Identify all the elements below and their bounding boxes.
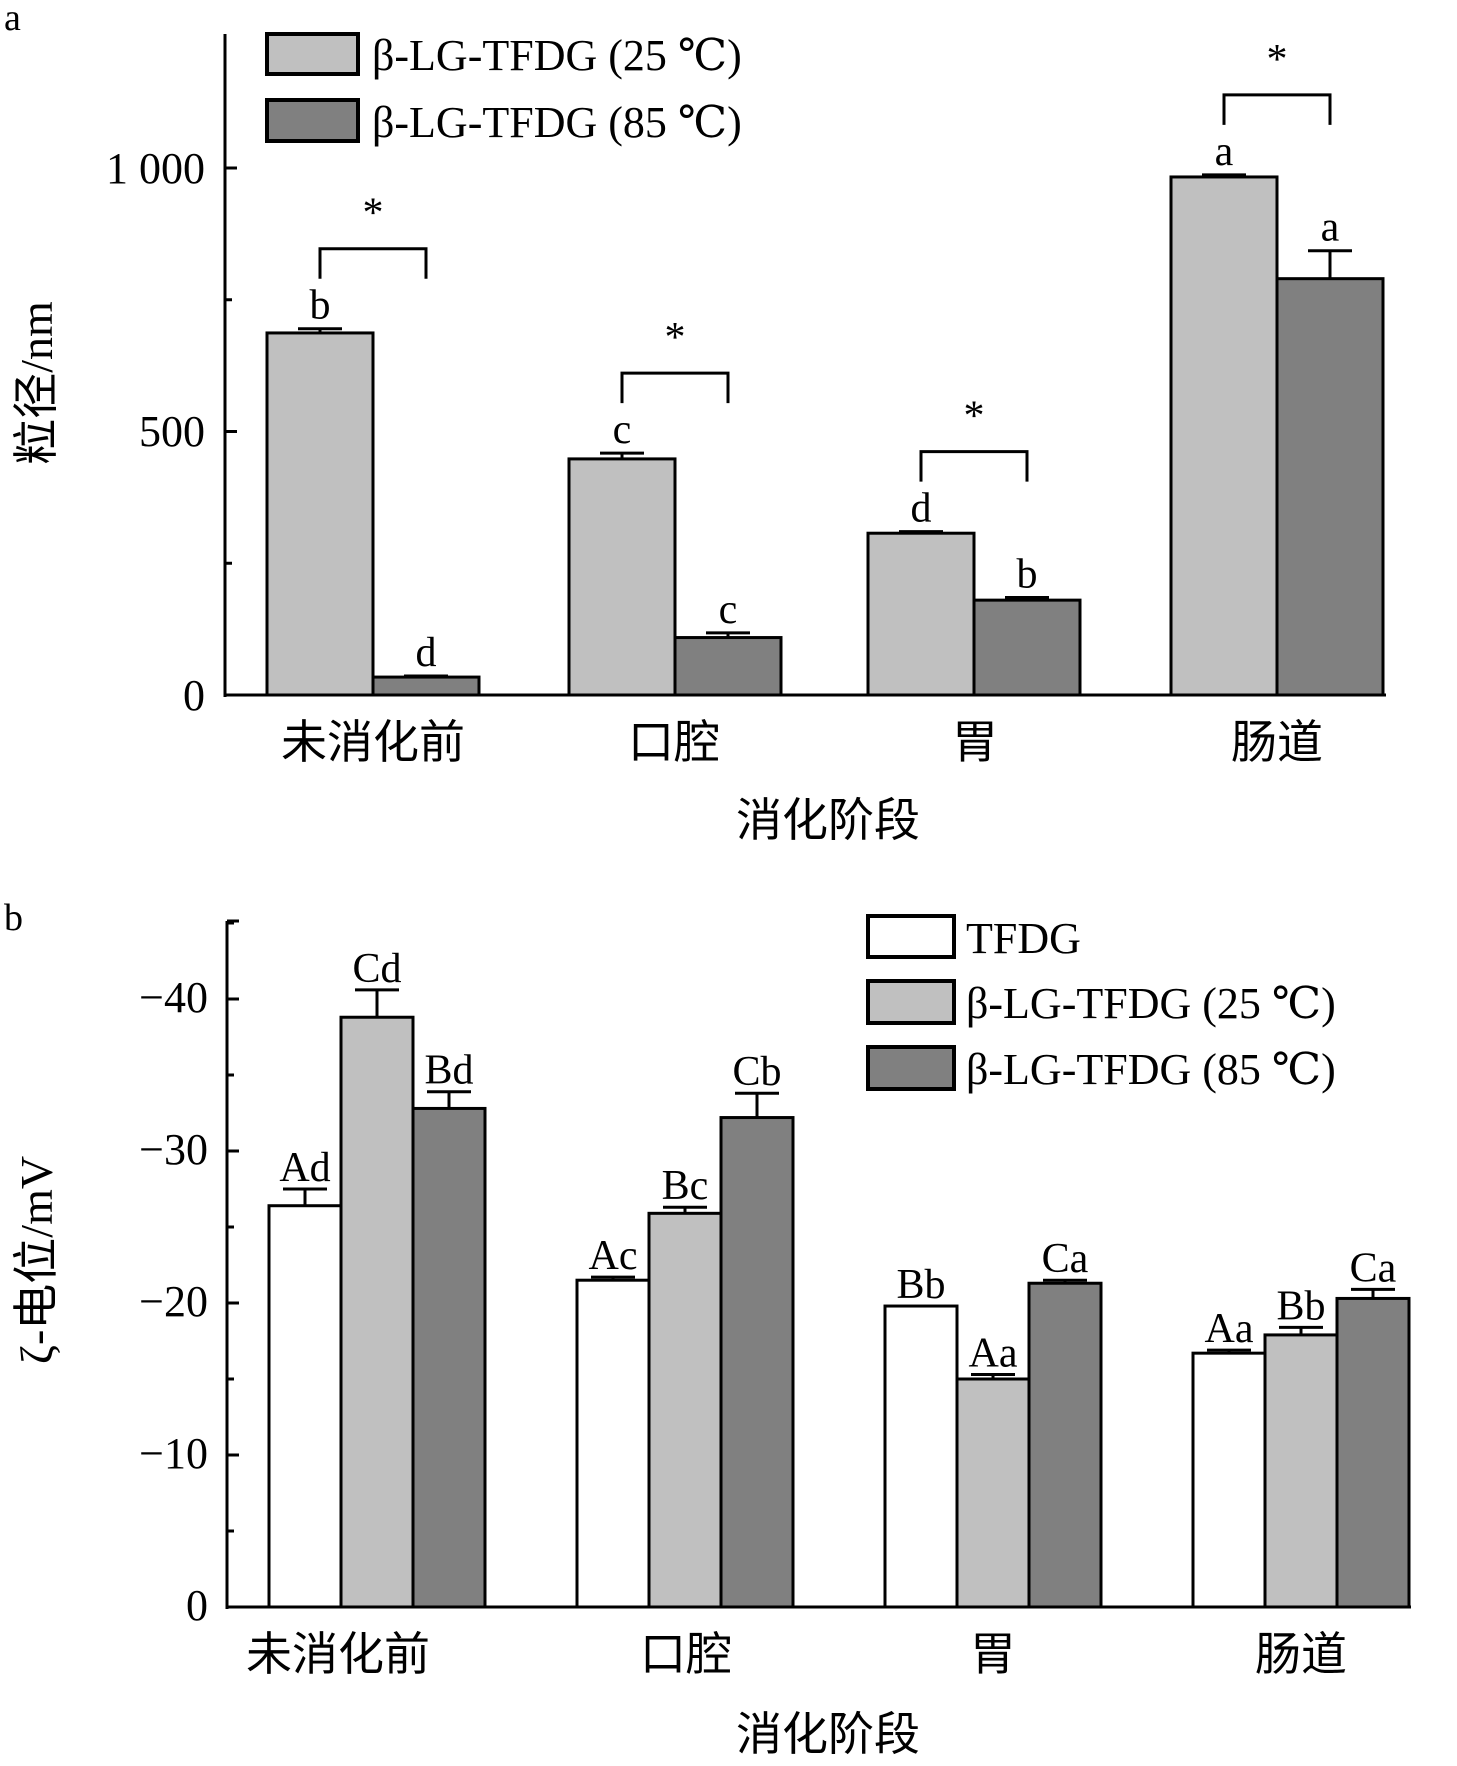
data-label-a: c (613, 407, 632, 453)
significance-star-a: * (1267, 37, 1288, 83)
bars-b: Ad Cd Bd Ac Bc Cb Bb Aa Ca Aa Bb Ca (267, 946, 1411, 1609)
significance-bracket-a (318, 247, 428, 279)
data-label-b: Ac (589, 1233, 638, 1279)
xticks-b: 未消化前 口腔 胃 肠道 (246, 1629, 1347, 1680)
ytick-b-20: −20 (139, 1277, 208, 1326)
bar-b (1335, 1296, 1411, 1609)
bar-a (866, 531, 976, 697)
bar-a (673, 636, 783, 697)
legend-b-swatch-tfdg (866, 914, 956, 959)
bar-a (1169, 175, 1279, 697)
bar-a (265, 331, 375, 697)
data-label-b: Bd (424, 1048, 473, 1094)
data-label-b: Ad (279, 1145, 330, 1191)
xlabel-a: 消化阶段 (736, 795, 920, 846)
bar-a (371, 675, 481, 697)
legend-a-label-25c: β-LG-TFDG (25 ℃) (372, 31, 742, 80)
xtick-b-2: 胃 (970, 1629, 1016, 1680)
significance-star-a: * (363, 191, 384, 237)
legend-a-label-85c: β-LG-TFDG (85 ℃) (372, 98, 742, 147)
data-label-a: d (416, 630, 437, 676)
bar-b (1263, 1333, 1339, 1609)
bar-b (575, 1278, 651, 1609)
data-label-b: Aa (969, 1330, 1018, 1376)
bar-a (972, 598, 1082, 697)
bar-b (1191, 1351, 1267, 1609)
legend-a-swatch-85c (265, 98, 360, 143)
ytick-b-30: −30 (139, 1125, 208, 1174)
panel-a: a β-LG-TFDG (25 ℃) β-LG-TFDG (85 ℃) b d * c… (4, 0, 1386, 846)
bar-a (1275, 277, 1385, 697)
bar-b (883, 1304, 959, 1609)
xticks-a: 未消化前 口腔 胃 肠道 (281, 717, 1323, 768)
xlabel-b: 消化阶段 (736, 1709, 920, 1760)
xtick-a-2: 胃 (952, 717, 998, 768)
data-label-a: d (911, 486, 932, 532)
significance-star-a: * (665, 315, 686, 361)
ytick-a-1000: 1 000 (106, 144, 205, 193)
bars-a: b d * c c * d b * a a * (265, 37, 1385, 697)
xtick-b-3: 肠道 (1255, 1629, 1347, 1680)
significance-star-a: * (964, 394, 985, 440)
xtick-b-1: 口腔 (640, 1629, 732, 1680)
bar-b (339, 1015, 415, 1609)
panel-b-label: b (4, 897, 23, 939)
data-label-b: Ca (1042, 1236, 1089, 1282)
yticks-a: 0 500 1 000 (106, 144, 205, 720)
ylabel-a: 粒径/nm (11, 301, 62, 465)
legend-a-swatch-25c (265, 32, 360, 76)
ytick-a-500: 500 (139, 407, 205, 456)
legend-a: β-LG-TFDG (25 ℃) β-LG-TFDG (85 ℃) (265, 31, 742, 147)
data-label-b: Cb (732, 1049, 781, 1095)
ytick-b-40: −40 (139, 973, 208, 1022)
bar-b (647, 1211, 723, 1609)
data-label-b: Bb (896, 1262, 945, 1308)
legend-b-label-85c: β-LG-TFDG (85 ℃) (966, 1045, 1336, 1094)
bar-b (267, 1204, 343, 1609)
legend-b-swatch-25c (866, 979, 956, 1025)
significance-bracket-a (1222, 93, 1332, 125)
data-label-b: Bc (662, 1163, 709, 1209)
data-label-a: b (1017, 552, 1038, 598)
bar-a (567, 457, 677, 697)
ytick-a-0: 0 (183, 671, 205, 720)
ytick-b-0: 0 (186, 1581, 208, 1630)
legend-b-swatch-85c (866, 1045, 956, 1091)
xtick-a-3: 肠道 (1231, 717, 1323, 768)
ylabel-b: ζ-电位/mV (11, 1156, 62, 1364)
data-label-a: a (1321, 205, 1340, 251)
ytick-b-10: −10 (139, 1429, 208, 1478)
xtick-a-1: 口腔 (628, 717, 720, 768)
data-label-a: b (310, 283, 331, 329)
legend-b-label-tfdg: TFDG (966, 914, 1081, 963)
data-label-b: Ca (1350, 1245, 1397, 1291)
legend-b-label-25c: β-LG-TFDG (25 ℃) (966, 979, 1336, 1028)
bar-b (411, 1106, 487, 1609)
yticks-b: 0 −10 −20 −30 −40 (139, 973, 208, 1630)
legend-b: TFDG β-LG-TFDG (25 ℃) β-LG-TFDG (85 ℃) (866, 914, 1336, 1094)
panel-a-label: a (4, 0, 21, 39)
data-label-a: a (1215, 129, 1234, 175)
bar-b (955, 1377, 1031, 1609)
panel-b: b TFDG β-LG-TFDG (25 ℃) β-LG-TFDG (85 ℃)… (4, 897, 1411, 1760)
data-label-b: Cd (352, 946, 401, 992)
xtick-a-0: 未消化前 (281, 717, 465, 768)
bar-b (719, 1116, 795, 1609)
significance-bracket-a (620, 371, 730, 404)
data-label-b: Aa (1205, 1306, 1254, 1352)
xtick-b-0: 未消化前 (246, 1629, 430, 1680)
bar-b (1027, 1281, 1103, 1609)
significance-bracket-a (919, 450, 1029, 482)
data-label-a: c (719, 587, 738, 633)
data-label-b: Bb (1276, 1283, 1325, 1329)
